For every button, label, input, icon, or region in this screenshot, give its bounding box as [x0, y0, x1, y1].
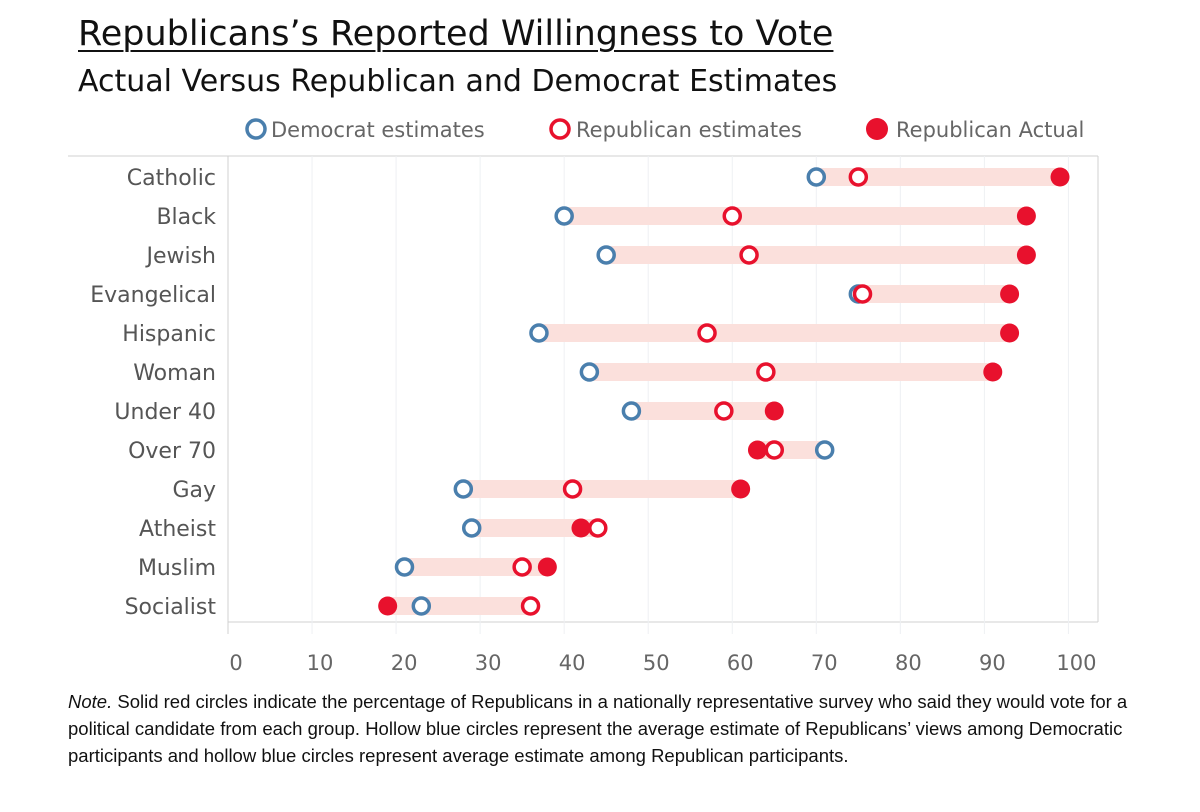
x-tick-label: 60	[727, 651, 754, 675]
category-label: Over 70	[128, 439, 216, 464]
chart-row: Atheist	[139, 517, 608, 542]
x-tick-label: 0	[229, 651, 242, 675]
dot-chart: Democrat estimates Republican estimates Re…	[68, 118, 1099, 675]
democrat-estimate-dot	[461, 518, 482, 538]
republican-estimate-dot	[848, 167, 869, 187]
x-tick-label: 90	[979, 651, 1006, 675]
republican-estimate-dot	[697, 323, 717, 343]
chart-row: Jewish	[144, 244, 1036, 269]
republican-estimate-dot	[512, 557, 532, 577]
republican-actual-dot	[1016, 206, 1036, 226]
republican-actual-dot	[1016, 245, 1036, 265]
republican-actual-dot	[571, 518, 591, 538]
x-tick-label: 80	[895, 651, 922, 675]
democrat-estimate-dot	[621, 401, 642, 421]
category-label: Woman	[133, 361, 216, 386]
chart-row: Over 70	[128, 439, 835, 464]
republican-estimate-dot	[520, 596, 541, 616]
category-label: Socialist	[125, 595, 217, 620]
category-label: Evangelical	[90, 283, 216, 308]
republican-actual-dot	[378, 596, 398, 616]
x-tick-label: 100	[1056, 651, 1096, 675]
chart-row: Black	[156, 205, 1036, 230]
republican-estimate-dot	[562, 479, 583, 499]
democrat-estimate-dot	[529, 323, 549, 343]
democrat-estimate-dot	[579, 362, 600, 382]
x-tick-label: 70	[811, 651, 838, 675]
legend-label: Republican Actual	[896, 118, 1084, 142]
legend: Democrat estimates Republican estimates Re…	[245, 118, 1084, 142]
chart-row: Catholic	[127, 166, 1070, 191]
chart-title: Republicans’s Reported Willingness to Vo…	[78, 14, 834, 54]
grid	[68, 155, 1099, 634]
category-label: Gay	[172, 478, 216, 503]
note-lead: Note.	[68, 691, 113, 712]
republican-actual-dot	[983, 362, 1003, 382]
republican-actual-dot	[1050, 167, 1070, 187]
chart-row: Evangelical	[90, 283, 1020, 308]
category-label: Under 40	[114, 400, 216, 425]
chart-subtitle: Actual Versus Republican and Democrat Es…	[78, 64, 838, 99]
category-label: Atheist	[139, 517, 216, 542]
legend-marker-hollow	[245, 118, 267, 140]
legend-label: Republican estimates	[576, 118, 802, 142]
chart-row: Under 40	[114, 400, 784, 425]
republican-estimate-dot	[588, 518, 608, 538]
democrat-estimate-dot	[394, 557, 415, 577]
legend-marker-solid	[866, 118, 888, 140]
republican-actual-dot	[764, 401, 784, 421]
x-tick-label: 20	[391, 651, 418, 675]
x-tick-label: 40	[559, 651, 586, 675]
republican-actual-dot	[1000, 284, 1020, 304]
republican-actual-dot	[747, 440, 767, 460]
republican-estimate-dot	[852, 284, 873, 304]
republican-estimate-dot	[739, 245, 759, 265]
republican-actual-dot	[1000, 323, 1020, 343]
chart-row: Woman	[133, 361, 1003, 386]
category-label: Catholic	[127, 166, 216, 191]
republican-estimate-dot	[722, 206, 743, 226]
figure-note: Note. Solid red circles indicate the per…	[68, 688, 1148, 769]
x-axis: 0 10 20 30 40 50 60 70 80 90 100	[229, 651, 1096, 675]
x-tick-label: 30	[475, 651, 502, 675]
category-label: Muslim	[138, 556, 216, 581]
democrat-estimate-dot	[596, 245, 616, 265]
legend-label: Democrat estimates	[271, 118, 485, 142]
republican-estimate-dot	[764, 440, 785, 460]
chart-row: Hispanic	[122, 322, 1020, 347]
republican-estimate-dot	[756, 362, 776, 382]
democrat-estimate-dot	[806, 167, 827, 187]
category-label: Jewish	[144, 244, 216, 269]
democrat-estimate-dot	[814, 440, 835, 460]
chart-rows: Catholic Black Jewish Evangelical Hispanic Wo…	[90, 166, 1070, 620]
note-text: Solid red circles indicate the percentag…	[68, 691, 1128, 766]
x-tick-label: 10	[307, 651, 334, 675]
republican-actual-dot	[731, 479, 751, 499]
x-tick-label: 50	[643, 651, 670, 675]
republican-actual-dot	[537, 557, 557, 577]
category-label: Hispanic	[122, 322, 216, 347]
democrat-estimate-dot	[411, 596, 432, 616]
chart-row: Gay	[172, 478, 751, 503]
category-label: Black	[156, 205, 216, 230]
democrat-estimate-dot	[453, 479, 474, 499]
chart-row: Muslim	[138, 556, 557, 581]
democrat-estimate-dot	[554, 206, 574, 226]
republican-estimate-dot	[714, 401, 734, 421]
chart-row: Socialist	[125, 595, 541, 620]
legend-marker-hollow	[549, 118, 571, 140]
